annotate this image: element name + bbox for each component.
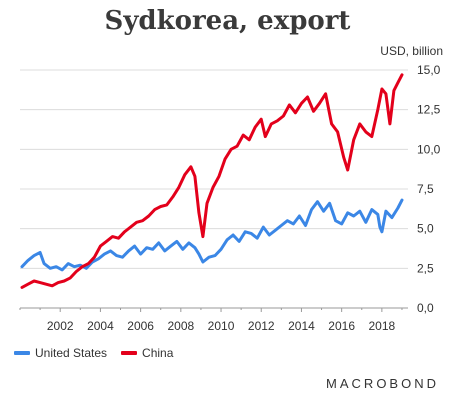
- macrobond-logo: MACROBOND: [326, 376, 439, 391]
- legend-swatch-china: [121, 351, 138, 355]
- label-layer: 0,0 2,5 5,0 7,5 10,0 12,5 15,0 2002 2004 2006 2008…: [47, 63, 441, 333]
- y-tick-label: 15,0: [417, 63, 441, 77]
- y-tick-label: 5,0: [417, 222, 434, 236]
- legend: United States China: [14, 346, 173, 360]
- series-layer: [20, 73, 404, 289]
- legend-swatch-united-states: [14, 351, 30, 355]
- legend-label-united-states: United States: [35, 346, 108, 360]
- series-line-china: [20, 73, 404, 289]
- x-tick-label: 2006: [127, 319, 154, 333]
- unit-label: USD, billion: [380, 44, 443, 58]
- axis-layer: [19, 308, 403, 312]
- legend-label-china: China: [142, 346, 174, 360]
- y-tick-label: 2,5: [417, 261, 434, 275]
- x-tick-label: 2012: [248, 319, 275, 333]
- x-tick-label: 2014: [288, 319, 315, 333]
- x-tick-label: 2018: [369, 319, 396, 333]
- x-tick-label: 2008: [167, 319, 194, 333]
- x-tick-label: 2016: [328, 319, 355, 333]
- series-line-united-states: [20, 198, 404, 272]
- y-tick-label: 7,5: [417, 182, 434, 196]
- x-tick-label: 2010: [208, 319, 235, 333]
- grid-layer: [20, 69, 408, 309]
- y-tick-label: 10,0: [417, 142, 441, 156]
- x-tick-label: 2004: [87, 319, 114, 333]
- legend-item-china: China: [121, 346, 173, 360]
- x-tick-label: 2002: [47, 319, 74, 333]
- chart-title: Sydkorea, export: [104, 6, 351, 36]
- y-tick-label: 12,5: [417, 103, 441, 117]
- y-tick-label: 0,0: [417, 301, 434, 315]
- legend-item-united-states: United States: [14, 346, 107, 360]
